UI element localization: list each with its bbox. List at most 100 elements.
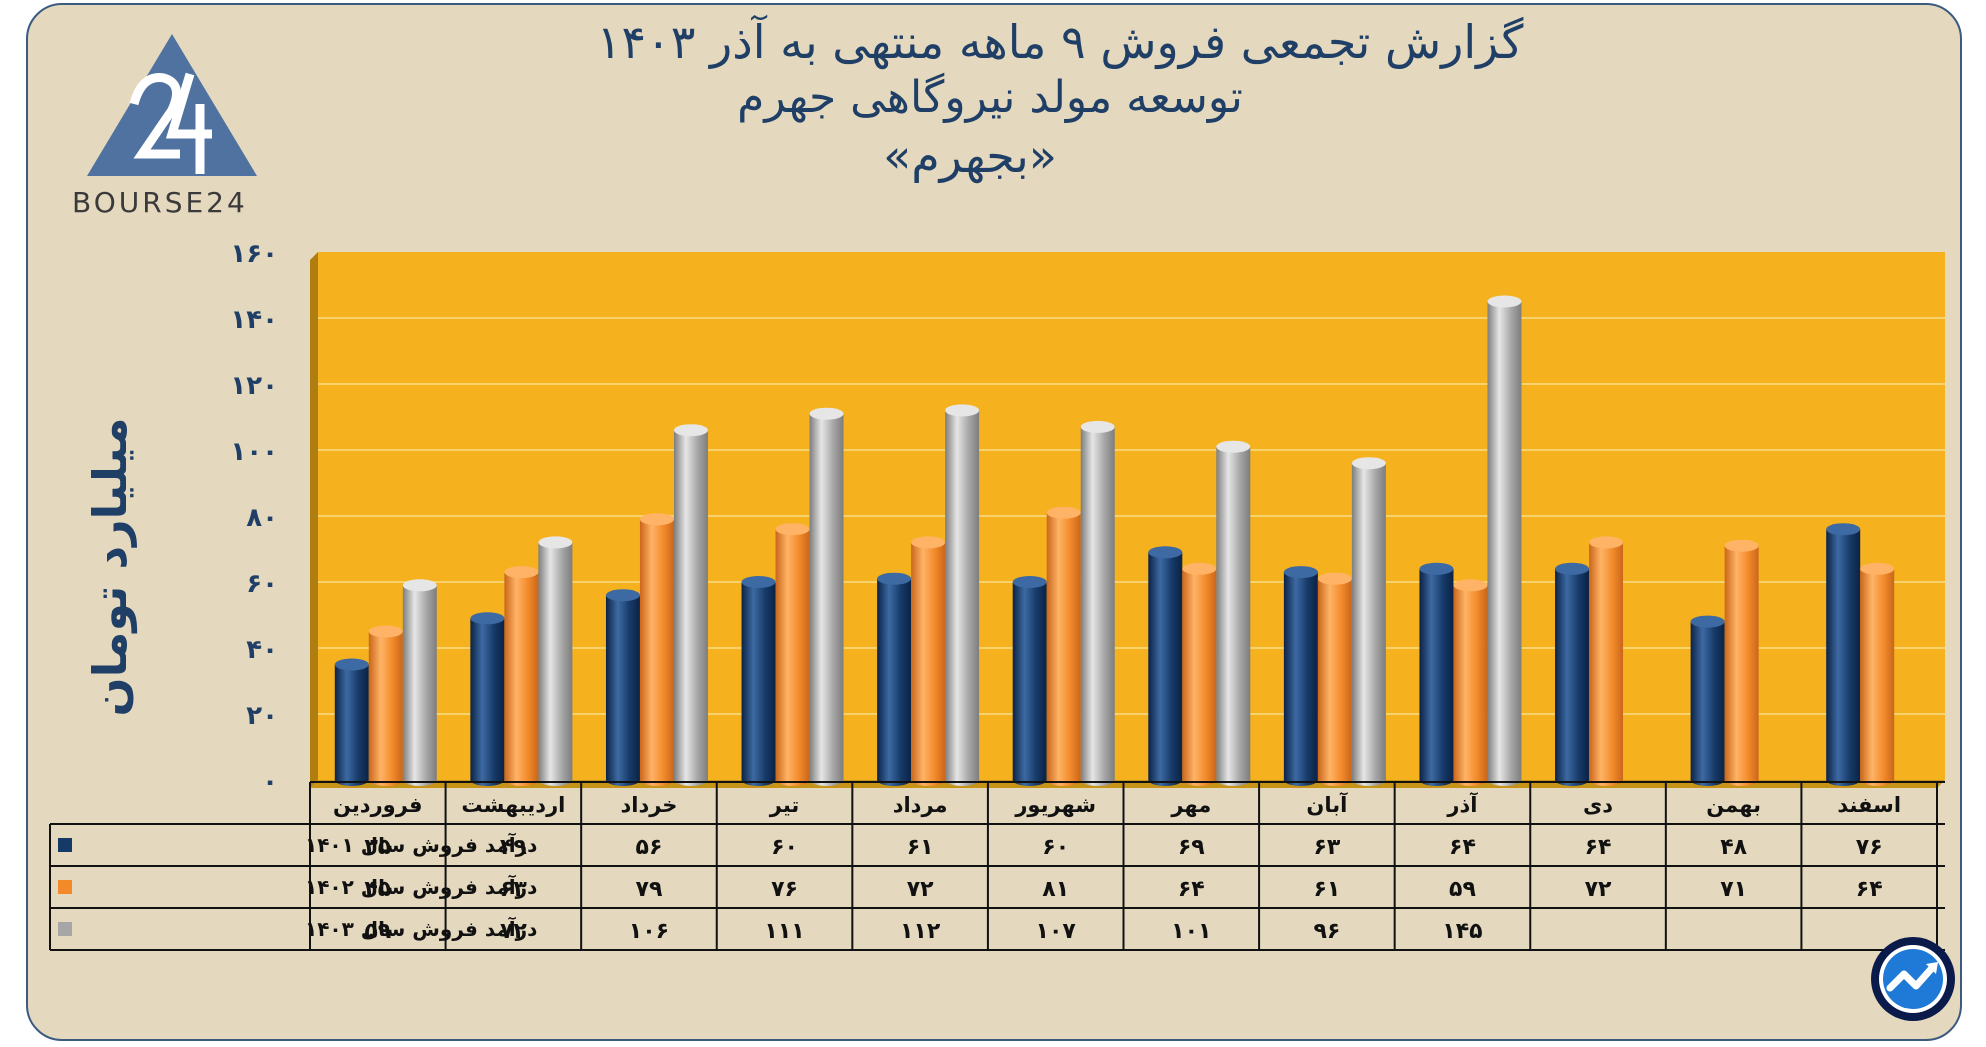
legend-entry-0: درآمد فروش سال ۱۴۰۱ <box>305 832 537 857</box>
data-label-1-2: ۷۹ <box>636 877 663 902</box>
data-label-1-0: ۴۵ <box>364 877 391 902</box>
bar-base-2-5 <box>1080 774 1115 786</box>
bar-cap-1-3 <box>775 523 810 536</box>
bar-cap-1-0 <box>368 625 403 638</box>
data-label-0-2: ۵۶ <box>636 835 663 860</box>
bar-base-2-0 <box>402 774 437 786</box>
bar-base-0-3 <box>741 774 776 786</box>
bar-0-3 <box>741 582 776 780</box>
legend-entry-2: درآمد فروش سال ۱۴۰۳ <box>305 916 537 941</box>
bar-base-0-0 <box>334 774 369 786</box>
bar-base-1-6 <box>1182 774 1217 786</box>
bar-cap-0-5 <box>1012 576 1047 588</box>
bar-base-2-2 <box>673 774 708 786</box>
bar-base-0-4 <box>877 774 912 786</box>
bar-cap-0-0 <box>334 658 369 671</box>
y-tick-label: ۰ <box>262 767 278 797</box>
data-label-0-4: ۶۱ <box>907 835 934 860</box>
bar-2-5 <box>1080 426 1115 780</box>
bar-base-1-10 <box>1724 774 1759 786</box>
category-label-0: فروردین <box>333 793 423 817</box>
data-label-2-2: ۱۰۶ <box>629 919 669 944</box>
bar-cap-2-4 <box>945 404 980 417</box>
bar-2-0 <box>402 585 437 780</box>
logo-text: BOURSE24 <box>72 186 248 219</box>
bar-base-0-7 <box>1283 774 1318 786</box>
bar-1-4 <box>911 542 946 780</box>
bar-cap-0-3 <box>741 576 776 588</box>
data-label-1-11: ۶۴ <box>1856 877 1883 902</box>
bar-cap-0-2 <box>605 589 640 602</box>
bar-1-2 <box>639 519 674 780</box>
bar-cap-0-6 <box>1148 546 1183 559</box>
data-label-1-9: ۷۲ <box>1585 877 1612 902</box>
bar-0-8 <box>1419 568 1454 780</box>
bar-cap-1-6 <box>1182 562 1217 575</box>
bar-base-2-8 <box>1487 774 1522 786</box>
bar-2-8 <box>1487 301 1522 780</box>
bar-1-1 <box>504 572 539 780</box>
bar-1-10 <box>1724 545 1759 780</box>
data-label-0-7: ۶۳ <box>1313 835 1340 860</box>
bar-base-0-11 <box>1826 774 1861 786</box>
bar-base-2-6 <box>1216 774 1251 786</box>
bar-cap-0-11 <box>1826 523 1861 536</box>
data-label-1-8: ۵۹ <box>1449 877 1476 902</box>
trend-badge-icon <box>1871 937 1955 1021</box>
data-label-2-5: ۱۰۷ <box>1036 919 1077 944</box>
category-label-1: اردیبهشت <box>461 793 565 817</box>
bar-cap-0-1 <box>470 612 505 625</box>
bar-cap-1-7 <box>1317 572 1352 585</box>
bar-base-2-7 <box>1351 774 1386 786</box>
bar-base-1-3 <box>775 774 810 786</box>
y-tick-label: ۸۰ <box>246 503 278 533</box>
y-tick-label: ۴۰ <box>246 635 278 665</box>
bar-2-4 <box>945 410 980 780</box>
legend-swatch-0 <box>58 838 72 852</box>
bar-2-3 <box>809 413 844 780</box>
category-label-2: خرداد <box>620 793 677 817</box>
bar-cap-2-3 <box>809 407 844 420</box>
bar-0-7 <box>1283 572 1318 780</box>
bar-cap-0-10 <box>1690 615 1725 628</box>
bar-0-4 <box>877 578 912 780</box>
y-tick-label: ۶۰ <box>246 569 278 599</box>
bar-0-9 <box>1555 568 1590 780</box>
bar-base-0-2 <box>605 774 640 786</box>
bar-cap-0-9 <box>1555 562 1590 575</box>
category-label-10: بهمن <box>1706 793 1761 817</box>
bar-cap-1-2 <box>639 513 674 526</box>
data-label-2-7: ۹۶ <box>1313 919 1340 944</box>
bar-cap-2-7 <box>1351 457 1386 470</box>
data-label-2-6: ۱۰۱ <box>1171 919 1211 944</box>
bar-base-0-5 <box>1012 774 1047 786</box>
data-label-0-9: ۶۴ <box>1585 835 1612 860</box>
category-label-3: تیر <box>769 793 800 817</box>
bar-cap-1-1 <box>504 566 539 579</box>
data-label-0-8: ۶۴ <box>1449 835 1476 860</box>
y-tick-label: ۱۲۰ <box>230 371 278 401</box>
bar-cap-1-11 <box>1860 562 1895 575</box>
bar-cap-2-6 <box>1216 440 1251 453</box>
data-label-2-4: ۱۱۲ <box>900 919 941 944</box>
bar-base-0-9 <box>1555 774 1590 786</box>
bar-1-11 <box>1860 568 1895 780</box>
bar-cap-2-8 <box>1487 295 1522 308</box>
data-label-0-10: ۴۸ <box>1720 835 1747 860</box>
category-label-7: آبان <box>1306 792 1348 817</box>
data-label-1-3: ۷۶ <box>771 877 798 902</box>
bar-0-6 <box>1148 552 1183 780</box>
category-label-4: مرداد <box>893 793 948 817</box>
bar-0-1 <box>470 618 505 780</box>
y-tick-label: ۲۰ <box>246 701 278 731</box>
bar-base-2-3 <box>809 774 844 786</box>
bar-0-5 <box>1012 582 1047 780</box>
bar-base-1-9 <box>1589 774 1624 786</box>
bar-1-8 <box>1453 585 1488 780</box>
legend-entry-1: درآمد فروش سال ۱۴۰۲ <box>305 874 537 899</box>
bar-cap-2-1 <box>538 536 573 549</box>
bar-cap-1-4 <box>911 536 946 549</box>
bar-base-0-6 <box>1148 774 1183 786</box>
bar-base-1-7 <box>1317 774 1352 786</box>
bar-0-11 <box>1826 529 1861 780</box>
